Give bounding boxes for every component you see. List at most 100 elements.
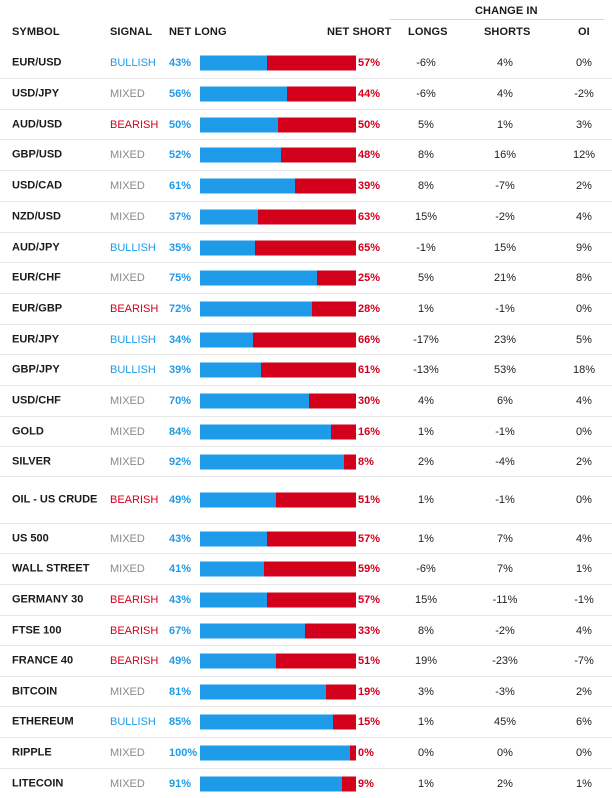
net-short-bar-segment — [309, 393, 356, 409]
table-row[interactable]: EUR/USD BULLISH 43% 57% -6% 4% 0% — [0, 47, 612, 78]
change-longs-value: 8% — [418, 149, 434, 161]
net-short-bar-segment — [254, 240, 356, 255]
net-position-bar — [200, 86, 356, 102]
net-short-value: 33% — [358, 624, 381, 637]
symbol-cell: OIL - US CRUDE — [12, 493, 98, 506]
change-longs-value: 8% — [418, 180, 434, 192]
change-shorts-value: -11% — [492, 594, 518, 606]
signal-cell: BEARISH — [110, 494, 159, 506]
change-oi-value: 4% — [576, 211, 592, 223]
net-short-value: 8% — [358, 455, 374, 468]
table-row[interactable]: WALL STREET MIXED 41% 59% -6% 7% 1% — [0, 553, 612, 584]
table-row[interactable]: FRANCE 40 BEARISH 49% 51% 19% -23% -7% — [0, 645, 612, 676]
header-oi: OI — [578, 26, 590, 38]
net-long-value: 75% — [169, 272, 192, 284]
net-long-bar-segment — [200, 117, 278, 132]
header-signal: SIGNAL — [110, 26, 153, 38]
net-short-value: 66% — [358, 333, 381, 346]
net-long-bar-segment — [200, 454, 344, 469]
signal-cell: MIXED — [110, 777, 145, 790]
net-long-value: 43% — [169, 56, 192, 69]
symbol-cell: GBP/USD — [12, 148, 63, 161]
symbol-cell: EUR/CHF — [12, 271, 61, 284]
signal-cell: BEARISH — [110, 594, 159, 606]
change-oi-value: 12% — [572, 149, 596, 161]
change-shorts-value: 7% — [497, 563, 513, 575]
net-position-bar — [200, 55, 356, 70]
table-row[interactable]: RIPPLE MIXED 100% 0% 0% 0% 0% — [0, 737, 612, 768]
net-position-bar — [200, 714, 356, 730]
net-short-value: 0% — [358, 747, 374, 759]
net-short-bar-segment — [267, 55, 356, 70]
symbol-cell: RIPPLE — [12, 746, 52, 759]
table-row[interactable]: USD/JPY MIXED 56% 44% -6% 4% -2% — [0, 78, 612, 109]
net-position-bar — [200, 209, 356, 225]
change-oi-value: 8% — [576, 272, 592, 284]
net-long-bar-segment — [200, 653, 277, 669]
table-row[interactable]: US 500 MIXED 43% 57% 1% 7% 4% — [0, 523, 612, 553]
table-row[interactable]: EUR/CHF MIXED 75% 25% 5% 21% 8% — [0, 262, 612, 293]
table-row[interactable]: AUD/JPY BULLISH 35% 65% -1% 15% 9% — [0, 232, 612, 262]
net-long-value: 84% — [169, 425, 192, 438]
change-oi-value: 4% — [576, 532, 592, 545]
change-oi-value: 6% — [576, 716, 592, 728]
net-short-bar-segment — [341, 776, 356, 791]
symbol-cell: EUR/JPY — [12, 333, 60, 345]
net-position-bar — [200, 117, 356, 132]
change-longs-value: 1% — [418, 716, 434, 728]
table-row[interactable]: GERMANY 30 BEARISH 43% 57% 15% -11% -1% — [0, 584, 612, 615]
symbol-cell: USD/JPY — [12, 87, 60, 100]
net-short-value: 61% — [358, 364, 381, 376]
symbol-cell: SILVER — [12, 455, 51, 467]
table-row[interactable]: SILVER MIXED 92% 8% 2% -4% 2% — [0, 446, 612, 476]
signal-cell: MIXED — [110, 455, 145, 468]
table-row[interactable]: USD/CAD MIXED 61% 39% 8% -7% 2% — [0, 170, 612, 201]
net-short-value: 57% — [358, 594, 381, 606]
table-row[interactable]: EUR/GBP BEARISH 72% 28% 1% -1% 0% — [0, 293, 612, 324]
table-row[interactable]: GBP/JPY BULLISH 39% 61% -13% 53% 18% — [0, 354, 612, 385]
table-row[interactable]: OIL - US CRUDE BEARISH 49% 51% 1% -1% 0% — [0, 476, 612, 523]
change-shorts-value: 6% — [497, 395, 513, 407]
net-long-value: 67% — [169, 624, 192, 637]
symbol-cell: NZD/USD — [12, 210, 61, 223]
net-long-bar-segment — [200, 332, 254, 347]
change-oi-value: -2% — [574, 88, 594, 100]
change-longs-value: 1% — [418, 532, 434, 545]
net-long-value: 39% — [169, 364, 192, 376]
net-short-value: 30% — [358, 395, 381, 407]
net-short-bar-segment — [349, 745, 356, 761]
net-position-bar — [200, 362, 356, 378]
symbol-cell: EUR/USD — [12, 56, 62, 68]
change-longs-value: -6% — [416, 56, 436, 69]
change-oi-value: 2% — [576, 685, 592, 698]
table-row[interactable]: NZD/USD MIXED 37% 63% 15% -2% 4% — [0, 201, 612, 232]
change-shorts-value: 23% — [493, 333, 517, 346]
change-longs-value: 3% — [418, 685, 434, 698]
net-long-value: 35% — [169, 241, 192, 254]
net-short-bar-segment — [332, 714, 356, 730]
table-row[interactable]: GOLD MIXED 84% 16% 1% -1% 0% — [0, 416, 612, 446]
net-short-bar-segment — [295, 178, 356, 194]
net-long-bar-segment — [200, 393, 310, 409]
change-shorts-value: -23% — [492, 655, 518, 667]
net-position-bar — [200, 745, 356, 761]
net-long-value: 34% — [169, 333, 192, 346]
net-short-value: 57% — [358, 56, 381, 69]
signal-cell: BULLISH — [110, 241, 156, 254]
table-row[interactable]: EUR/JPY BULLISH 34% 66% -17% 23% 5% — [0, 324, 612, 354]
net-position-bar — [200, 653, 356, 669]
table-row[interactable]: GBP/USD MIXED 52% 48% 8% 16% 12% — [0, 139, 612, 170]
net-position-bar — [200, 492, 356, 508]
table-row[interactable]: ETHEREUM BULLISH 85% 15% 1% 45% 6% — [0, 706, 612, 737]
net-long-bar-segment — [200, 592, 268, 608]
table-row[interactable]: BITCOIN MIXED 81% 19% 3% -3% 2% — [0, 676, 612, 706]
table-row[interactable]: LITECOIN MIXED 91% 9% 1% 2% 1% — [0, 768, 612, 798]
signal-cell: MIXED — [110, 211, 145, 223]
table-row[interactable]: AUD/USD BEARISH 50% 50% 5% 1% 3% — [0, 109, 612, 139]
table-row[interactable]: USD/CHF MIXED 70% 30% 4% 6% 4% — [0, 385, 612, 416]
net-short-bar-segment — [312, 301, 356, 317]
signal-cell: BEARISH — [110, 118, 159, 131]
table-row[interactable]: FTSE 100 BEARISH 67% 33% 8% -2% 4% — [0, 615, 612, 645]
change-shorts-value: -1% — [495, 303, 515, 315]
change-oi-value: 9% — [576, 241, 592, 254]
